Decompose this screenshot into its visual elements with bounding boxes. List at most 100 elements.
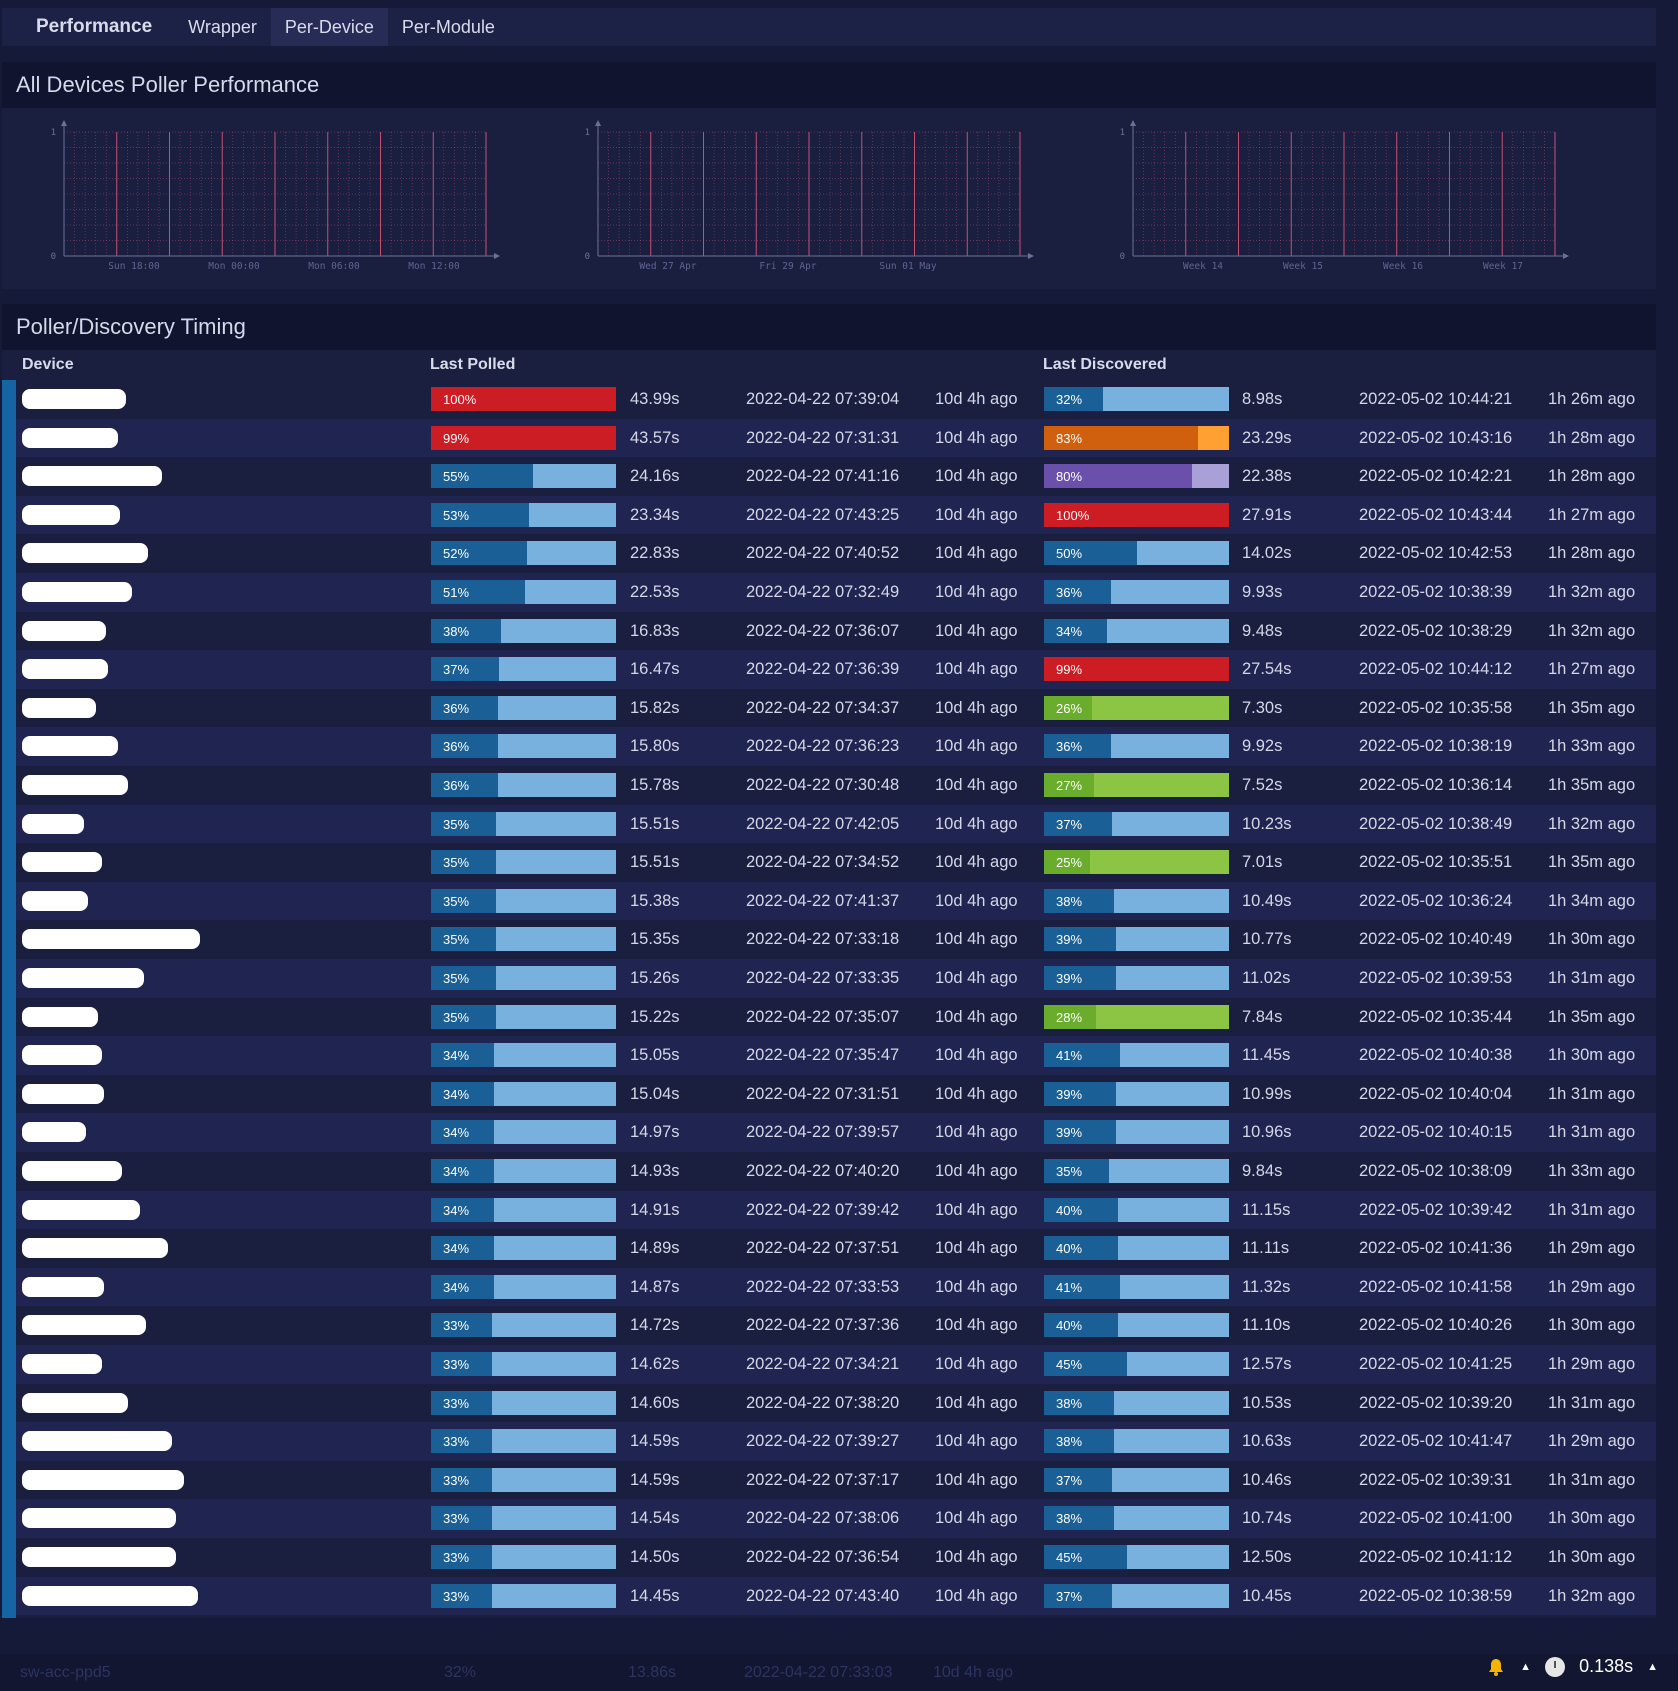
discovered-pct-bar-fill: [1044, 580, 1111, 604]
table-row[interactable]: 33% 40% 14.72s 2022-04-22 07:37:36 10d 4h ag…: [2, 1306, 1656, 1345]
table-row[interactable]: 36% 26% 15.82s 2022-04-22 07:34:37 10d 4h ag…: [2, 688, 1656, 728]
device-name-redacted[interactable]: [22, 736, 118, 757]
table-row[interactable]: 55% 80% 24.16s 2022-04-22 07:41:16 10d 4h ag…: [2, 457, 1656, 496]
table-row[interactable]: 36% 27% 15.78s 2022-04-22 07:30:48 10d 4h ag…: [2, 766, 1656, 805]
device-name-redacted[interactable]: [22, 697, 96, 718]
y-axis-arrow-icon: [1130, 120, 1136, 126]
polled-ago: 10d 4h ago: [935, 467, 1018, 486]
clock-icon[interactable]: [1545, 1656, 1566, 1677]
device-name-redacted[interactable]: [22, 504, 120, 525]
table-row[interactable]: 33% 45% 14.50s 2022-04-22 07:36:54 10d 4h ag…: [2, 1538, 1656, 1577]
device-name-redacted[interactable]: [22, 1508, 176, 1529]
poller-graph[interactable]: 1 0 Sun 18:00 Mon 00:00 Mon 06:00 Mon 12:00: [44, 118, 504, 278]
device-name-redacted[interactable]: [22, 1469, 184, 1490]
device-name-redacted[interactable]: [22, 890, 88, 911]
table-row[interactable]: 33% 38% 14.60s 2022-04-22 07:38:20 10d 4h ag…: [2, 1383, 1656, 1423]
table-row[interactable]: 33% 37% 14.45s 2022-04-22 07:43:40 10d 4h ag…: [2, 1576, 1656, 1616]
table-row[interactable]: 33% 38% 14.59s 2022-04-22 07:39:27 10d 4h ag…: [2, 1422, 1656, 1461]
table-row[interactable]: 36% 36% 15.80s 2022-04-22 07:36:23 10d 4h ag…: [2, 727, 1656, 766]
discovered-pct-bar-fill: [1044, 502, 1229, 527]
polled-pct-bar-fill: [431, 387, 616, 411]
col-last-polled[interactable]: Last Polled: [430, 356, 516, 373]
table-row[interactable]: rowie33%36%14.44s2022-04-22 07:42:2010d …: [2, 1615, 1656, 1618]
table-row[interactable]: 35% 39% 15.35s 2022-04-22 07:33:18 10d 4h ag…: [2, 920, 1656, 959]
table-row[interactable]: 35% 39% 15.26s 2022-04-22 07:33:35 10d 4h ag…: [2, 959, 1656, 998]
table-row[interactable]: 34% 39% 14.97s 2022-04-22 07:39:57 10d 4h ag…: [2, 1113, 1656, 1152]
polled-pct-bar-label: 33%: [443, 1318, 470, 1334]
col-device[interactable]: Device: [22, 356, 74, 373]
polled-duration: 23.34s: [630, 505, 680, 524]
device-name-redacted[interactable]: [22, 466, 162, 487]
table-row[interactable]: 100% 32% 43.99s 2022-04-22 07:39:04 10d 4h a…: [2, 380, 1656, 419]
device-name-redacted[interactable]: [22, 1006, 98, 1027]
table-row[interactable]: 35% 38% 15.38s 2022-04-22 07:41:37 10d 4h ag…: [2, 881, 1656, 921]
device-name-redacted[interactable]: [22, 1585, 198, 1606]
discovered-duration: 9.84s: [1242, 1162, 1283, 1180]
tab-per-module[interactable]: Per-Module: [401, 16, 495, 37]
table-row[interactable]: 33% 38% 14.54s 2022-04-22 07:38:06 10d 4h ag…: [2, 1499, 1656, 1538]
row-indicator: [2, 920, 16, 959]
table-row[interactable]: 34% 35% 14.93s 2022-04-22 07:40:20 10d 4h ag…: [2, 1152, 1656, 1191]
polled-pct-bar-label: 52%: [443, 546, 470, 562]
table-row[interactable]: 37% 99% 16.47s 2022-04-22 07:36:39 10d 4h ag…: [2, 650, 1656, 689]
col-last-discovered[interactable]: Last Discovered: [1043, 356, 1167, 373]
table-row[interactable]: 38% 34% 16.83s 2022-04-22 07:36:07 10d 4h ag…: [2, 611, 1656, 651]
table-row[interactable]: 34% 40% 14.91s 2022-04-22 07:39:42 10d 4h ag…: [2, 1190, 1656, 1230]
device-name-redacted[interactable]: [22, 929, 200, 950]
poller-graph[interactable]: 1 0 Wed 27 Apr Fri 29 Apr Sun 01 May: [578, 118, 1038, 278]
nav-brand[interactable]: Performance: [36, 16, 153, 37]
discovered-pct-bar: 38%: [1044, 888, 1229, 913]
table-row[interactable]: 51% 36% 22.53s 2022-04-22 07:32:49 10d 4h ag…: [2, 573, 1656, 612]
bell-icon[interactable]: [1486, 1657, 1506, 1677]
polled-duration: 15.22s: [630, 1007, 680, 1026]
table-row[interactable]: 53% 100% 23.34s 2022-04-22 07:43:25 10d 4h a…: [2, 495, 1656, 535]
device-name-redacted[interactable]: [22, 1276, 104, 1297]
table-row[interactable]: 33% 45% 14.62s 2022-04-22 07:34:21 10d 4h ag…: [2, 1345, 1656, 1384]
device-name-redacted[interactable]: [22, 852, 102, 873]
device-name-redacted[interactable]: [22, 620, 106, 641]
polled-duration: 14.72s: [630, 1316, 680, 1335]
device-name-redacted[interactable]: [22, 1122, 86, 1143]
table-row[interactable]: 99% 83% 43.57s 2022-04-22 07:31:31 10d 4h ag…: [2, 418, 1656, 458]
device-name-redacted[interactable]: [22, 968, 144, 988]
device-name-redacted[interactable]: [22, 775, 128, 795]
polled-pct-bar: 35%: [431, 811, 616, 836]
device-name-redacted[interactable]: [22, 582, 132, 602]
device-name-redacted[interactable]: [22, 1045, 102, 1066]
device-name-redacted[interactable]: [22, 659, 108, 680]
discovered-pct-bar: 41%: [1044, 1274, 1229, 1299]
device-name-redacted[interactable]: [22, 813, 84, 834]
poller-graph[interactable]: 1 0 Week 14 Week 15 Week 16 Week 17: [1113, 118, 1573, 278]
polled-pct-bar-fill: [431, 1429, 493, 1454]
device-name-redacted[interactable]: [22, 1431, 172, 1452]
table-row[interactable]: 34% 39% 15.04s 2022-04-22 07:31:51 10d 4h ag…: [2, 1074, 1656, 1114]
device-name-redacted[interactable]: [22, 1354, 102, 1374]
device-name-redacted[interactable]: [22, 1392, 128, 1413]
polled-ago: 10d 4h ago: [935, 1277, 1018, 1296]
device-name-redacted[interactable]: [22, 1161, 122, 1181]
table-row[interactable]: 35% 37% 15.51s 2022-04-22 07:42:05 10d 4h ag…: [2, 804, 1656, 844]
table-row[interactable]: 34% 41% 14.87s 2022-04-22 07:33:53 10d 4h ag…: [2, 1267, 1656, 1307]
device-name-redacted[interactable]: [22, 1315, 146, 1336]
device-name-redacted[interactable]: [22, 389, 126, 409]
device-name-redacted[interactable]: [22, 543, 148, 564]
discovered-timestamp: 2022-05-02 10:40:15: [1359, 1123, 1513, 1142]
table-row[interactable]: 35% 28% 15.22s 2022-04-22 07:35:07 10d 4h ag…: [2, 997, 1656, 1037]
device-name-redacted[interactable]: [22, 1238, 168, 1259]
device-name-redacted[interactable]: [22, 1547, 176, 1567]
discovered-timestamp: 2022-05-02 10:39:53: [1359, 969, 1513, 987]
device-name-redacted[interactable]: [22, 1199, 140, 1220]
device-name-redacted[interactable]: [22, 1083, 104, 1104]
polled-timestamp: 2022-04-22 07:35:07: [746, 1007, 900, 1026]
table-row[interactable]: 35% 25% 15.51s 2022-04-22 07:34:52 10d 4h ag…: [2, 843, 1656, 882]
tab-wrapper[interactable]: Wrapper: [188, 16, 257, 37]
table-row[interactable]: 52% 50% 22.83s 2022-04-22 07:40:52 10d 4h ag…: [2, 534, 1656, 573]
table-row[interactable]: 34% 41% 15.05s 2022-04-22 07:35:47 10d 4h ag…: [2, 1036, 1656, 1075]
table-row[interactable]: 34% 40% 14.89s 2022-04-22 07:37:51 10d 4h ag…: [2, 1229, 1656, 1268]
device-name-redacted[interactable]: [22, 427, 118, 448]
tab-per-device[interactable]: Per-Device: [270, 8, 388, 46]
timing-caret-icon[interactable]: ▲: [1647, 1660, 1658, 1673]
table-row[interactable]: 33% 37% 14.59s 2022-04-22 07:37:17 10d 4h ag…: [2, 1460, 1656, 1500]
bell-caret-icon[interactable]: ▲: [1520, 1660, 1532, 1673]
polled-duration: 14.45s: [630, 1586, 680, 1605]
